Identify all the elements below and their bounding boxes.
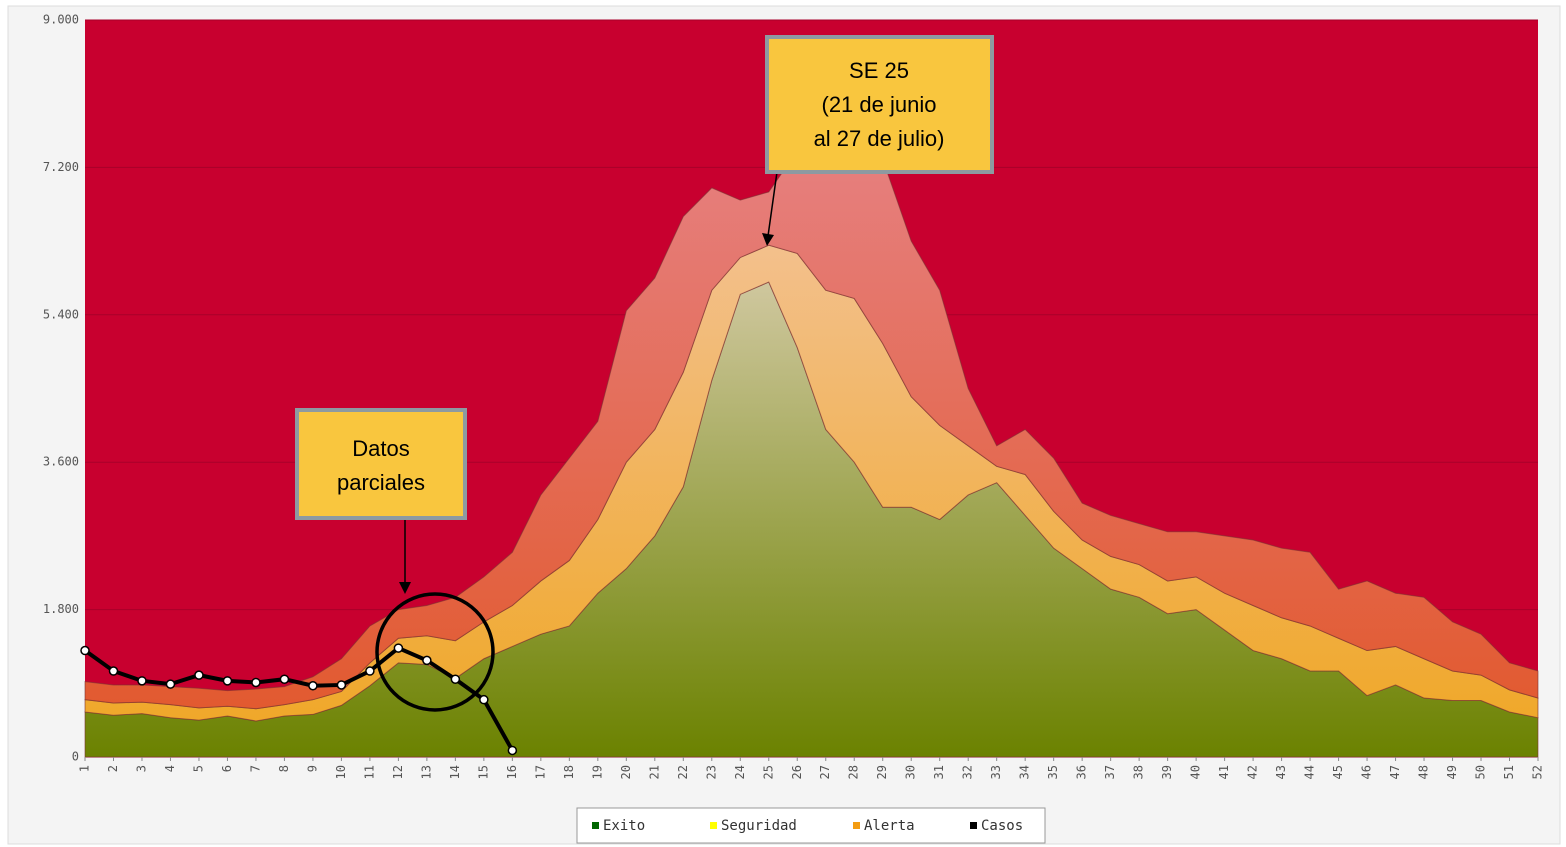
x-tick-label: 32	[961, 765, 975, 779]
x-tick-label: 38	[1132, 765, 1146, 779]
x-tick-label: 21	[647, 765, 661, 779]
y-tick-label: 3.600	[43, 455, 79, 469]
legend-marker	[592, 822, 599, 829]
arrow	[767, 171, 778, 237]
annotation-box	[295, 408, 467, 520]
cases-point	[165, 679, 176, 689]
cases-point	[479, 694, 489, 705]
cases-point	[308, 681, 318, 691]
cases-point	[365, 666, 375, 676]
x-tick-label: 13	[419, 765, 433, 779]
legend-marker	[710, 822, 717, 829]
annotation-text: al 27 de julio)	[814, 126, 945, 151]
cases-point	[222, 676, 233, 686]
x-tick-label: 5	[191, 765, 205, 772]
legend-label: Casos	[981, 818, 1023, 834]
x-tick-label: 46	[1360, 765, 1374, 779]
cases-point	[450, 674, 461, 684]
x-tick-label: 9	[305, 765, 319, 772]
x-tick-label: 28	[847, 765, 861, 779]
cases-point	[194, 670, 204, 680]
x-tick-label: 37	[1103, 765, 1117, 779]
cases-point	[507, 745, 518, 756]
x-tick-label: 7	[248, 765, 262, 772]
x-tick-label: 39	[1160, 765, 1174, 779]
arrow-head	[762, 233, 774, 246]
x-tick-label: 3	[134, 765, 148, 772]
x-tick-label: 8	[277, 765, 291, 772]
x-tick-label: 23	[704, 765, 718, 779]
y-tick-label: 9.000	[43, 13, 79, 27]
legend-box	[576, 807, 1046, 844]
x-tick-label: 12	[391, 765, 405, 779]
cases-point	[336, 680, 347, 690]
x-tick-label: 51	[1502, 765, 1516, 779]
x-tick-label: 15	[476, 765, 490, 779]
annotation-text: parciales	[337, 470, 425, 495]
annotation-text: Datos	[352, 436, 409, 461]
x-tick-label: 36	[1075, 765, 1089, 779]
x-tick-label: 34	[1018, 765, 1032, 779]
x-tick-label: 40	[1189, 765, 1203, 779]
x-tick-label: 1	[78, 765, 92, 772]
cases-point	[108, 666, 119, 676]
legend-label: Alerta	[864, 818, 915, 834]
x-tick-label: 25	[761, 765, 775, 779]
x-tick-label: 43	[1274, 765, 1288, 779]
x-tick-label: 20	[619, 765, 633, 779]
x-tick-label: 10	[334, 765, 348, 779]
x-tick-label: 26	[790, 765, 804, 779]
x-tick-label: 42	[1246, 765, 1260, 779]
x-tick-label: 22	[676, 765, 690, 779]
cases-line	[83, 645, 515, 752]
x-tick-label: 19	[590, 765, 604, 779]
legend-label: Exito	[603, 818, 645, 834]
x-tick-label: 41	[1217, 765, 1231, 779]
y-tick-label: 5.400	[43, 307, 79, 321]
y-tick-label: 7.200	[43, 160, 79, 174]
x-tick-label: 16	[505, 765, 519, 779]
y-tick-label: 1.800	[43, 602, 79, 616]
cases-point	[393, 643, 404, 653]
x-tick-label: 4	[163, 765, 177, 772]
cases-point	[80, 645, 90, 656]
x-tick-label: 47	[1388, 765, 1402, 779]
cases-point	[251, 677, 261, 688]
cases-point	[137, 676, 147, 686]
x-tick-label: 14	[448, 765, 462, 779]
x-tick-label: 29	[875, 765, 889, 779]
cases-point	[422, 655, 432, 666]
x-tick-label: 11	[362, 765, 376, 779]
x-tick-label: 48	[1417, 765, 1431, 779]
x-tick-label: 6	[220, 765, 234, 772]
legend-label: Seguridad	[721, 818, 797, 834]
x-tick-label: 52	[1531, 765, 1545, 779]
x-tick-label: 18	[562, 765, 576, 779]
x-tick-label: 44	[1303, 765, 1317, 779]
x-tick-label: 45	[1331, 765, 1345, 779]
x-tick-label: 17	[533, 765, 547, 779]
area-band	[84, 142, 1539, 710]
highlight-circle	[375, 592, 495, 712]
x-tick-label: 49	[1445, 765, 1459, 779]
x-tick-label: 24	[733, 765, 747, 779]
x-tick-label: 35	[1046, 765, 1060, 779]
annotation-box	[765, 35, 994, 174]
x-tick-label: 2	[106, 765, 120, 772]
annotation-text: (21 de junio	[822, 92, 937, 117]
legend-marker	[853, 822, 860, 829]
x-tick-label: 27	[818, 765, 832, 779]
y-tick-label: 0	[72, 750, 79, 764]
arrow-head	[399, 582, 411, 594]
x-tick-label: 50	[1474, 765, 1488, 779]
cases-point	[279, 674, 290, 684]
annotation-text: SE 25	[849, 58, 909, 83]
x-tick-label: 33	[989, 765, 1003, 779]
x-tick-label: 31	[932, 765, 946, 779]
legend-marker	[970, 822, 977, 829]
x-tick-label: 30	[904, 765, 918, 779]
